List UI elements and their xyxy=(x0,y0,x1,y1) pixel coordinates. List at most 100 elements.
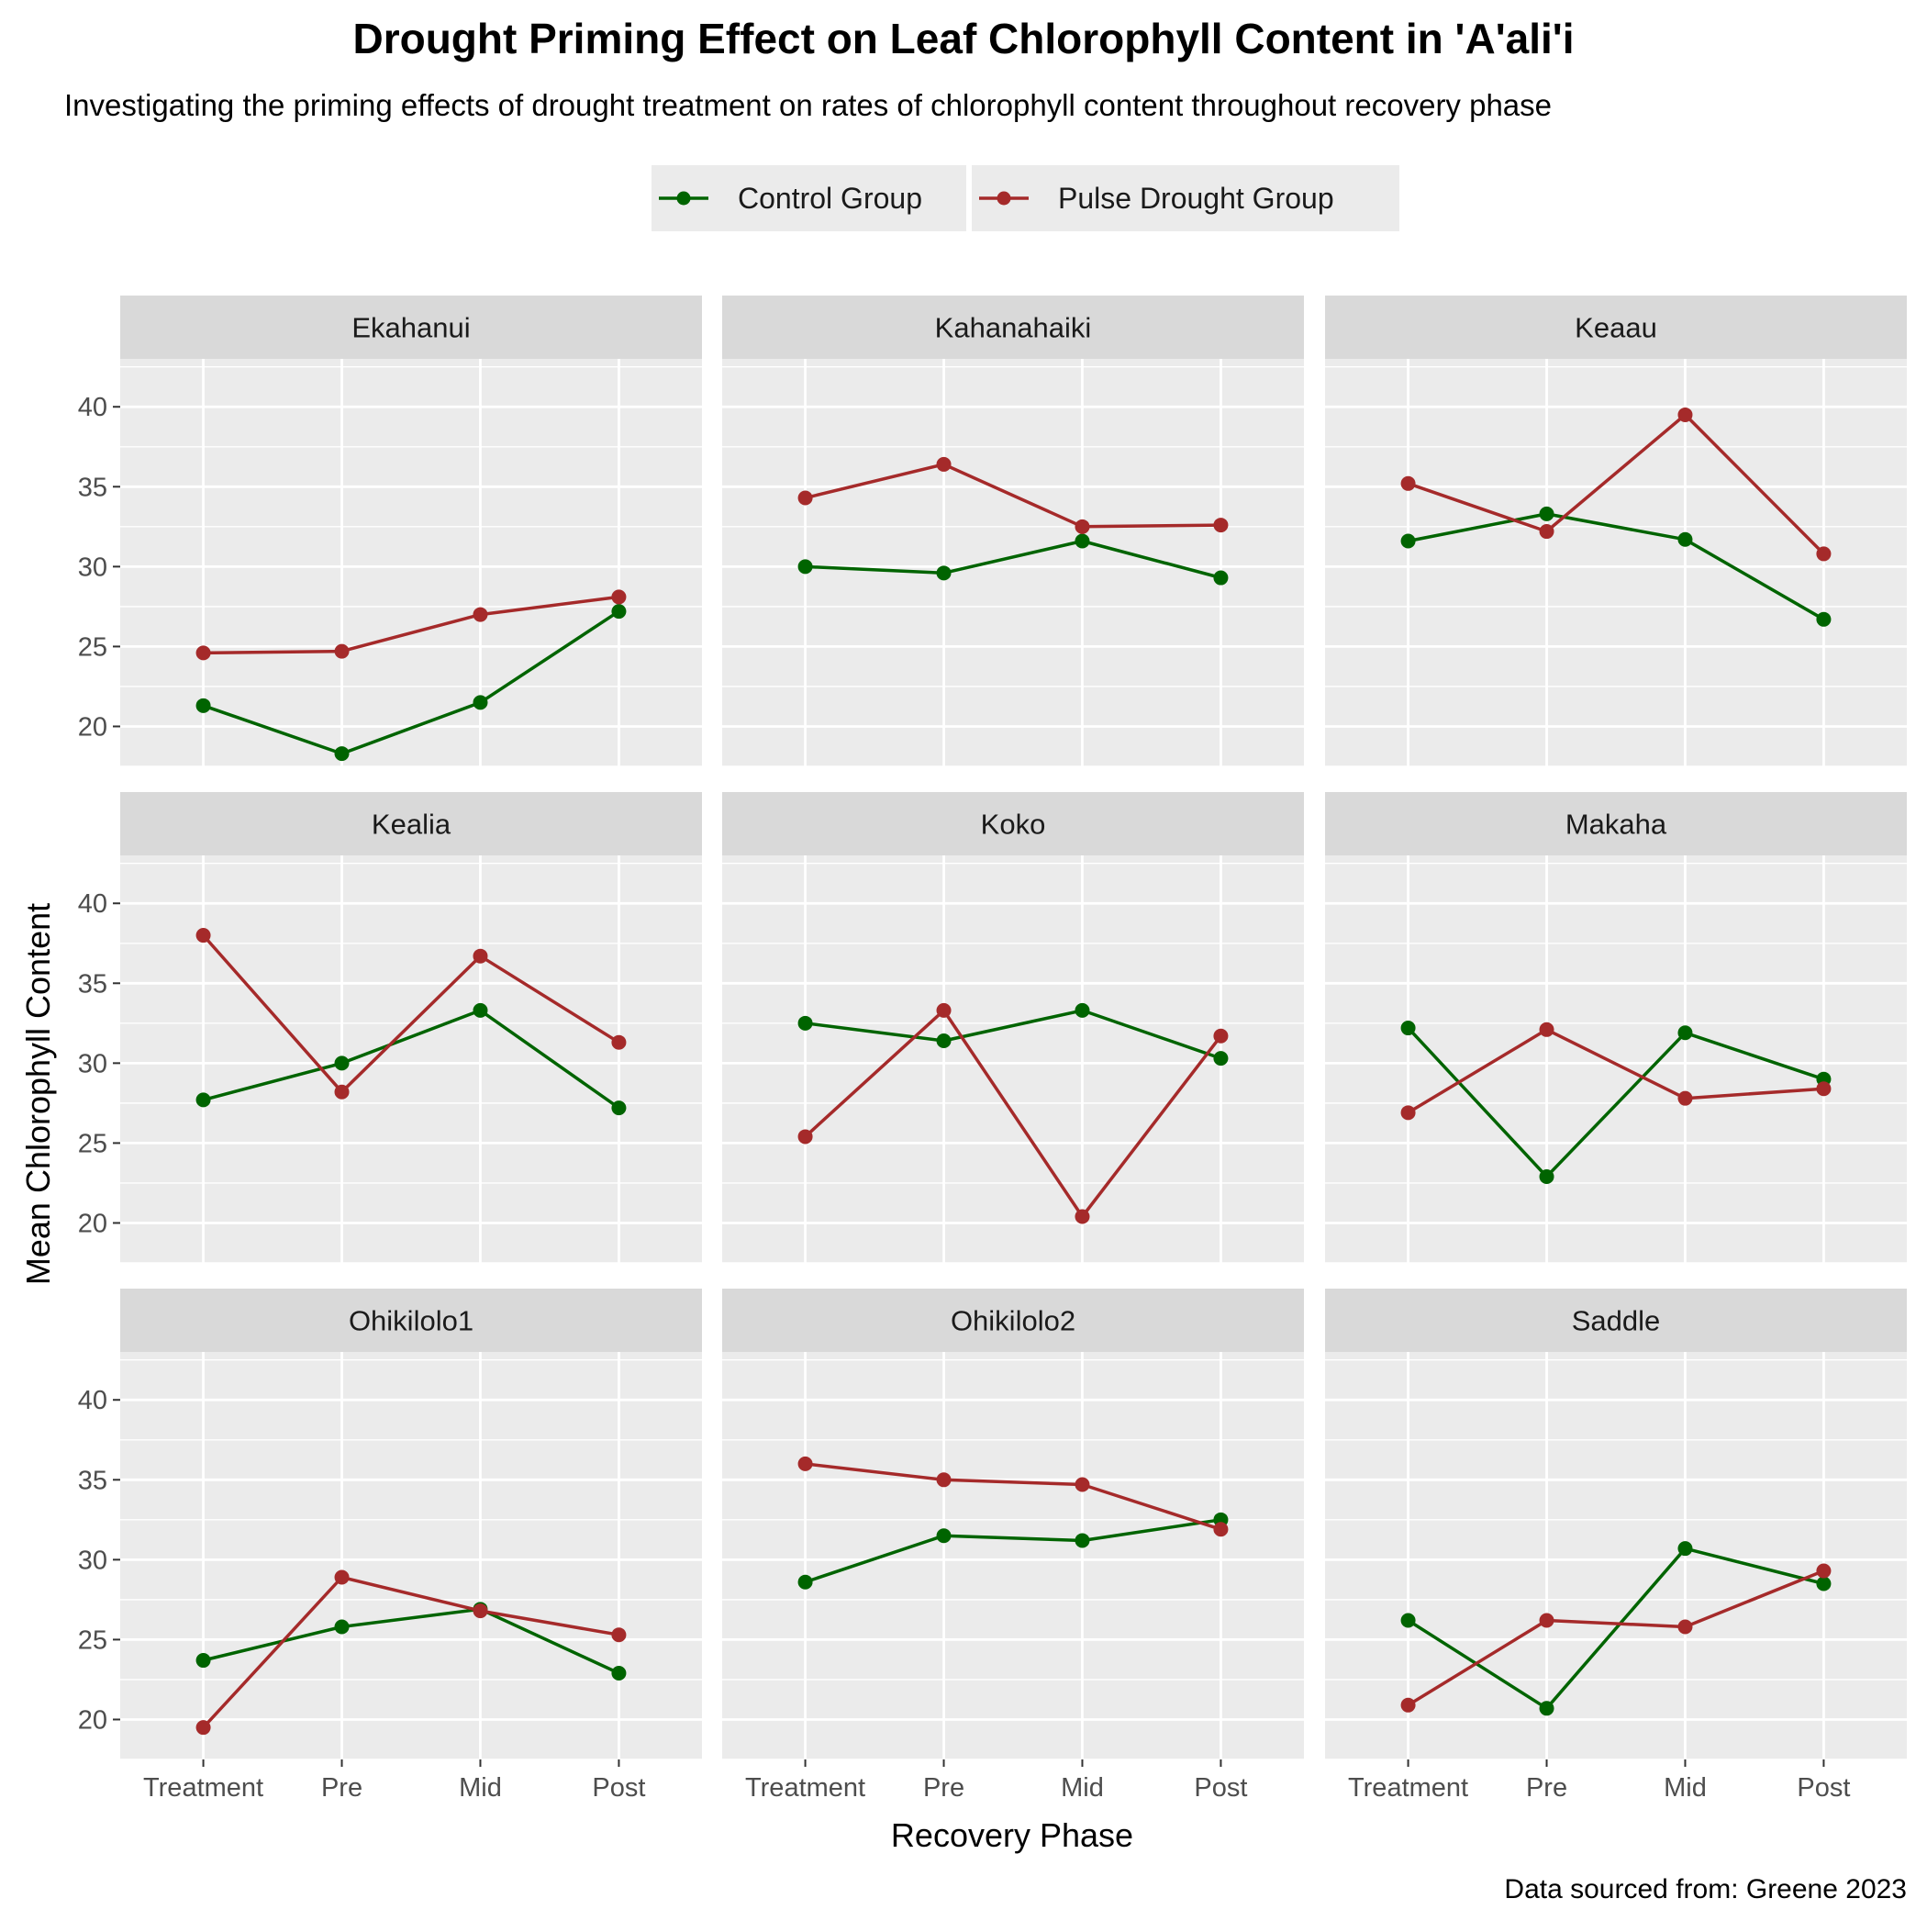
data-point xyxy=(1075,533,1090,549)
data-point xyxy=(1677,531,1693,547)
series-pulse-drought-group xyxy=(1400,1022,1832,1121)
series-pulse-drought-group xyxy=(797,1456,1229,1537)
data-point xyxy=(611,1627,627,1643)
panel-background xyxy=(1325,1352,1907,1759)
series-pulse-drought-group xyxy=(195,928,627,1100)
data-point xyxy=(611,1100,627,1116)
data-point xyxy=(936,1002,952,1018)
facet-strip xyxy=(722,792,1304,855)
data-point xyxy=(195,1092,211,1108)
major-gridlines xyxy=(120,359,702,766)
facet-strip-label: Ohikilolo1 xyxy=(349,1305,473,1337)
chart-caption: Data sourced from: Greene 2023 xyxy=(1504,1874,1907,1904)
legend-label: Pulse Drought Group xyxy=(1058,182,1334,215)
data-point xyxy=(334,1055,350,1071)
series-line xyxy=(1407,1569,1825,1707)
y-axis-title: Mean Chlorophyll Content xyxy=(19,903,57,1285)
data-point xyxy=(1677,407,1693,422)
data-point xyxy=(195,1720,211,1736)
facet-strip xyxy=(1325,792,1907,855)
data-point xyxy=(473,695,488,710)
facet-strip-label: Ekahanui xyxy=(351,312,470,344)
chart-subtitle: Investigating the priming effects of dro… xyxy=(64,88,1552,122)
facet-strip xyxy=(722,1289,1304,1352)
data-point xyxy=(1075,1209,1090,1224)
x-tick-label: Treatment xyxy=(143,1773,263,1803)
major-gridlines xyxy=(120,1352,702,1759)
data-point xyxy=(473,1603,488,1619)
data-point xyxy=(611,1665,627,1681)
series-line xyxy=(1407,1026,1824,1178)
data-point xyxy=(1816,1563,1832,1579)
panel-background xyxy=(1325,359,1907,766)
data-point xyxy=(473,948,488,964)
data-point xyxy=(797,1574,813,1590)
facet-strip-label: Saddle xyxy=(1572,1305,1661,1337)
data-point xyxy=(1400,1613,1416,1628)
data-point xyxy=(1400,1021,1416,1036)
data-point xyxy=(195,645,211,661)
y-tick-label: 30 xyxy=(78,1546,107,1575)
minor-gridlines xyxy=(120,366,702,767)
data-point xyxy=(1677,1619,1693,1635)
series-line xyxy=(805,1009,1221,1060)
data-point xyxy=(195,1653,211,1669)
data-point xyxy=(611,1034,627,1050)
series-line xyxy=(805,1518,1221,1584)
data-point xyxy=(1816,1081,1832,1097)
y-tick-label: 20 xyxy=(78,1209,107,1238)
data-point xyxy=(797,1015,813,1031)
series-pulse-drought-group xyxy=(1400,1563,1832,1713)
legend-entry-pulse-drought-group: Pulse Drought Group xyxy=(972,165,1399,231)
data-point xyxy=(473,1002,488,1018)
y-tick-label: 35 xyxy=(78,473,107,502)
y-tick-label: 20 xyxy=(78,712,107,742)
data-point xyxy=(1213,1051,1229,1067)
facet-ohikilolo1: Ohikilolo1 20 25 30 35 40 Treatment Pre Mid Post xyxy=(78,1289,702,1803)
data-point xyxy=(1677,1090,1693,1106)
y-tick-label: 20 xyxy=(78,1705,107,1735)
x-tick-label: Pre xyxy=(1526,1773,1567,1803)
data-point xyxy=(936,456,952,472)
minor-gridlines xyxy=(120,1359,702,1760)
facet-strip xyxy=(722,296,1304,359)
data-point xyxy=(195,698,211,713)
data-point xyxy=(1213,1522,1229,1537)
series-line xyxy=(1407,1028,1824,1114)
panel-background xyxy=(722,1352,1304,1759)
series-line xyxy=(805,463,1221,529)
data-point xyxy=(334,1569,350,1585)
x-tick-label: Mid xyxy=(459,1773,502,1803)
x-tick-label: Pre xyxy=(923,1773,964,1803)
data-point xyxy=(1213,1028,1229,1044)
facet-strip-label: Ohikilolo2 xyxy=(951,1305,1075,1337)
facet-strip-label: Keaau xyxy=(1575,312,1657,344)
data-point xyxy=(1400,475,1416,491)
minor-gridlines xyxy=(1325,1359,1907,1760)
facet-keaau: Keaau xyxy=(1325,296,1907,767)
series-line xyxy=(203,595,619,655)
facet-strip xyxy=(120,1289,702,1352)
x-tick-label: Post xyxy=(592,1773,645,1803)
panel-background xyxy=(722,855,1304,1263)
data-point xyxy=(1539,506,1554,521)
series-control-group xyxy=(195,604,627,762)
series-line xyxy=(805,1462,1221,1531)
data-point xyxy=(1677,1025,1693,1041)
x-tick-label: Mid xyxy=(1061,1773,1104,1803)
series-line xyxy=(203,609,620,755)
series-control-group xyxy=(1400,1021,1832,1184)
data-point xyxy=(797,1129,813,1145)
data-point xyxy=(797,490,813,506)
data-point xyxy=(1677,1541,1693,1557)
y-tick-label: 25 xyxy=(78,1625,107,1655)
data-point xyxy=(1213,518,1229,533)
legend: Control Group Pulse Drought Group xyxy=(652,165,1399,231)
data-point xyxy=(1075,519,1090,534)
series-line xyxy=(1408,512,1825,621)
series-control-group xyxy=(797,1002,1229,1067)
facet-strip-label: Kealia xyxy=(372,809,451,841)
facet-ekahanui: Ekahanui 20 25 30 35 40 xyxy=(78,296,702,767)
legend-key-background xyxy=(972,165,1399,231)
